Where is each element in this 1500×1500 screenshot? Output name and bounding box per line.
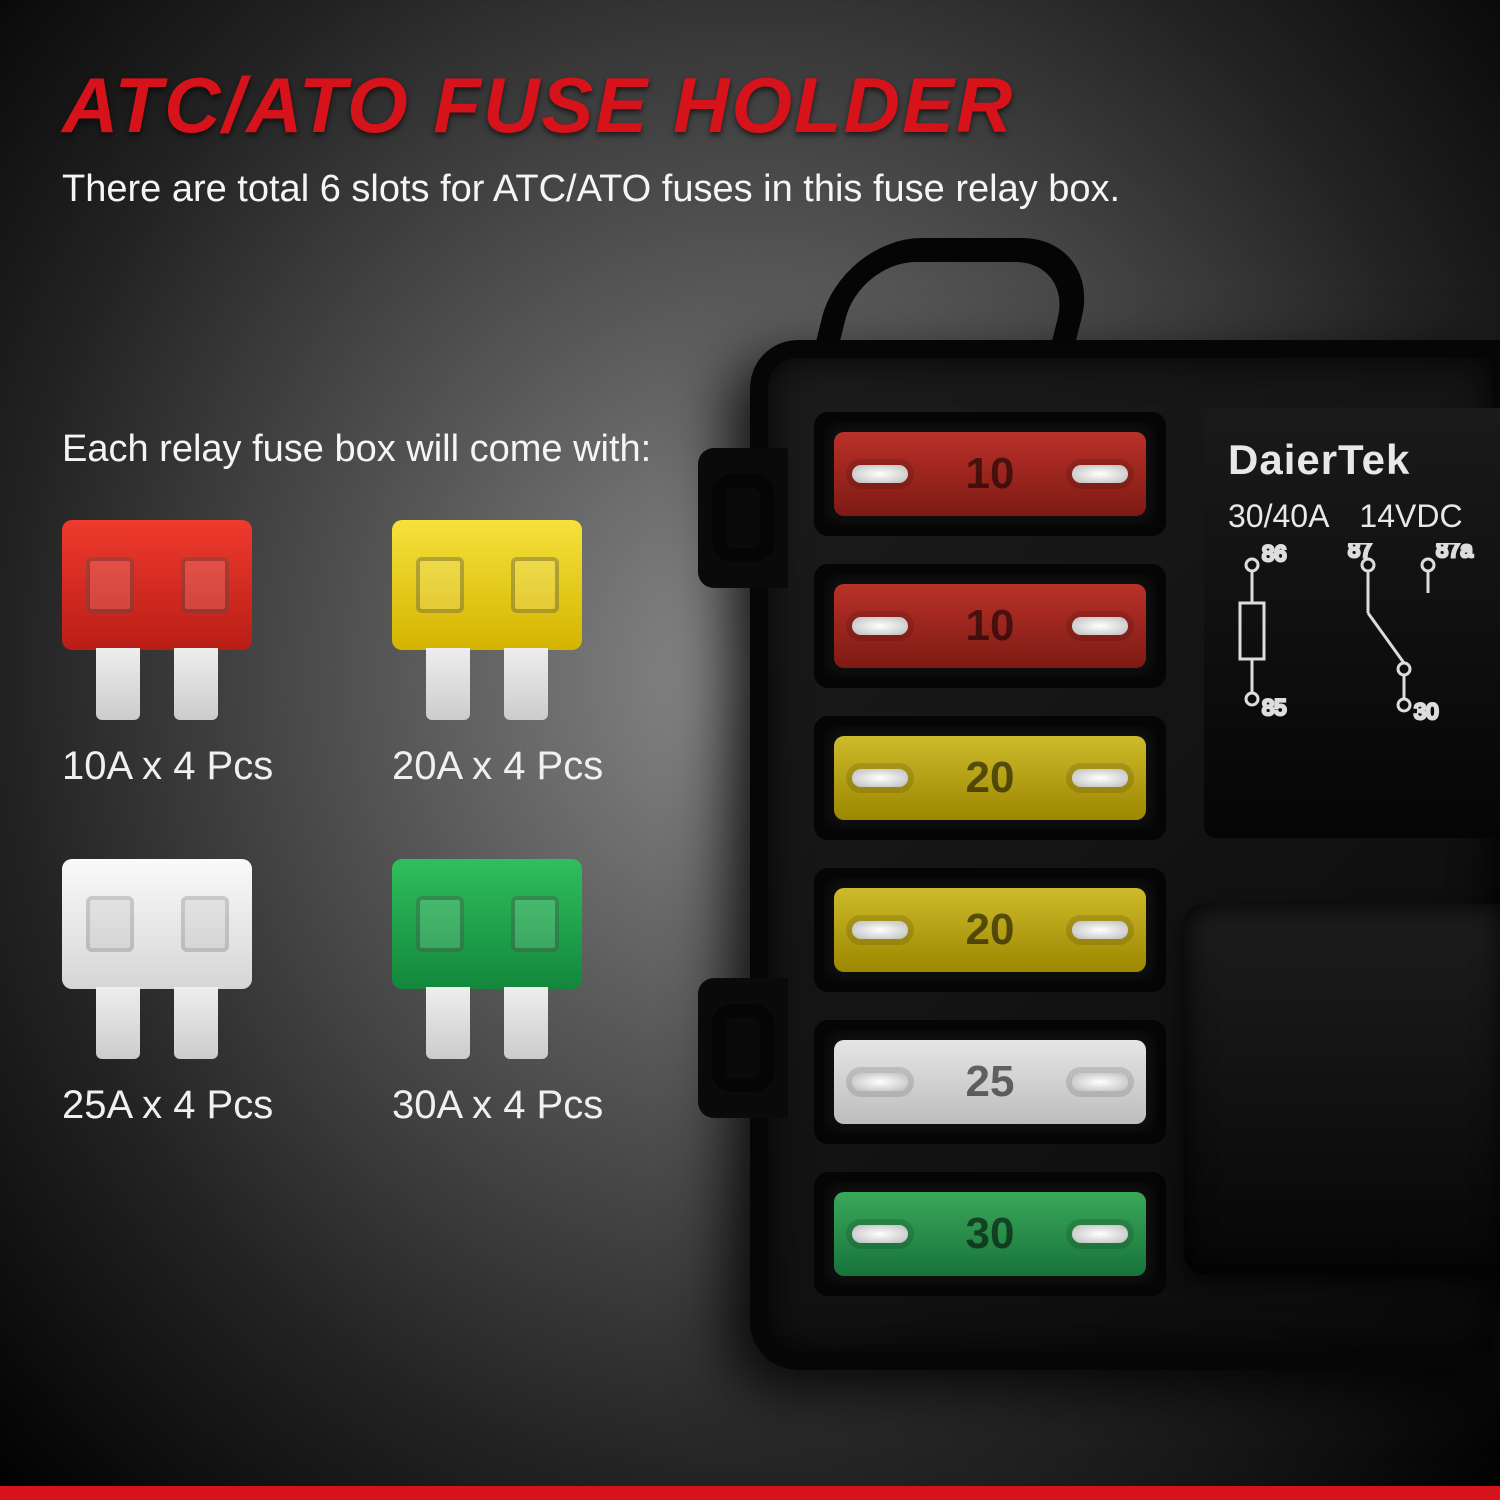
fuse-relay-box: 10 10 20 20 25 30 DaierTek 30/40A 14VDC … [750, 340, 1500, 1370]
bladefuse-icon [392, 520, 582, 720]
fuse-slot: 10 [814, 412, 1166, 536]
relay-schematic-icon: 86 85 87 87a 30 [1228, 543, 1488, 733]
page-subtitle: There are total 6 slots for ATC/ATO fuse… [62, 168, 1120, 211]
bottom-accent-rule [0, 1486, 1500, 1500]
fuse-slot: 20 [814, 868, 1166, 992]
box-lid-tab [814, 238, 1101, 348]
fuse-slot-column: 10 10 20 20 25 30 [814, 412, 1166, 1296]
fuse-type-25a: 25A x 4 Pcs [62, 859, 392, 1128]
relay-module: DaierTek 30/40A 14VDC 86 85 87 87a 3 [1204, 408, 1500, 838]
installed-fuse: 20 [834, 888, 1146, 972]
fuse-slot: 10 [814, 564, 1166, 688]
svg-text:85: 85 [1262, 695, 1286, 720]
blank-panel [1184, 904, 1500, 1274]
svg-text:87a: 87a [1436, 543, 1473, 562]
fuse-type-label: 30A x 4 Pcs [392, 1083, 603, 1128]
fuse-type-label: 20A x 4 Pcs [392, 744, 603, 789]
installed-fuse: 25 [834, 1040, 1146, 1124]
fuse-type-label: 10A x 4 Pcs [62, 744, 273, 789]
fuse-type-grid: 10A x 4 Pcs 20A x 4 Pcs 25A x 4 Pcs 30A … [62, 520, 722, 1128]
bladefuse-icon [62, 859, 252, 1059]
installed-fuse: 20 [834, 736, 1146, 820]
bladefuse-icon [392, 859, 582, 1059]
fuse-slot: 25 [814, 1020, 1166, 1144]
relay-rating: 30/40A [1228, 498, 1329, 535]
relay-brand: DaierTek [1228, 436, 1500, 484]
relay-voltage: 14VDC [1359, 498, 1462, 535]
fuse-slot: 30 [814, 1172, 1166, 1296]
bladefuse-icon [62, 520, 252, 720]
fuse-type-10a: 10A x 4 Pcs [62, 520, 392, 789]
fuse-type-label: 25A x 4 Pcs [62, 1083, 273, 1128]
installed-fuse: 30 [834, 1192, 1146, 1276]
fuse-type-30a: 30A x 4 Pcs [392, 859, 722, 1128]
fuse-slot: 20 [814, 716, 1166, 840]
fuse-type-20a: 20A x 4 Pcs [392, 520, 722, 789]
svg-text:86: 86 [1262, 543, 1286, 566]
installed-fuse: 10 [834, 584, 1146, 668]
mounting-ear [698, 448, 788, 588]
installed-fuse: 10 [834, 432, 1146, 516]
page-title: ATC/ATO FUSE HOLDER [62, 60, 1014, 151]
contents-heading: Each relay fuse box will come with: [62, 428, 651, 471]
svg-text:30: 30 [1414, 699, 1438, 724]
mounting-ear [698, 978, 788, 1118]
svg-text:87: 87 [1348, 543, 1372, 562]
